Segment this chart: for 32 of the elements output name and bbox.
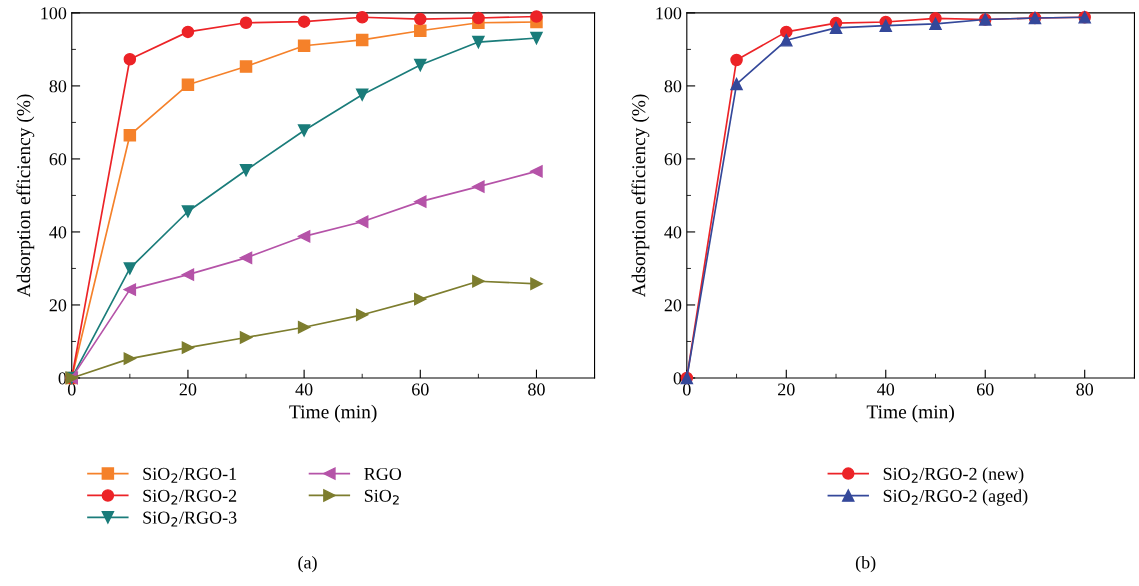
legend-label: SiO$_{2}$ xyxy=(364,489,399,505)
y-tick-label: 80 xyxy=(49,80,67,93)
y-tick-label: 80 xyxy=(664,80,682,93)
y-tick-label: 0 xyxy=(673,372,682,385)
legend-label: SiO$_{2}$/RGO-2 xyxy=(143,489,237,505)
y-tick-label: 100 xyxy=(656,7,682,20)
x-tick-label: 80 xyxy=(528,383,545,396)
legend-label: RGO xyxy=(364,467,402,481)
x-axis-title: Time (min) xyxy=(866,404,954,423)
y-tick-label: 100 xyxy=(41,7,67,20)
x-tick-label: 80 xyxy=(1076,383,1094,396)
y-tick-label: 60 xyxy=(49,153,67,166)
x-tick-label: 60 xyxy=(976,383,994,396)
text: (a) xyxy=(298,555,317,573)
x-axis-title: Time (min) xyxy=(289,404,377,423)
text: (b) xyxy=(855,555,876,573)
y-tick-label: 20 xyxy=(664,299,682,312)
y-tick-label: 20 xyxy=(49,299,67,312)
y-tick-label: 40 xyxy=(49,226,67,239)
x-tick-label: 20 xyxy=(179,383,197,396)
y-axis-title: Adsorption efficiency (%) xyxy=(16,94,35,298)
y-axis-title: Adsorption efficiency (%) xyxy=(631,94,650,298)
legend-label: SiO$_{2}$/RGO-3 xyxy=(143,511,237,527)
x-tick-label: 40 xyxy=(877,383,895,396)
y-tick-label: 40 xyxy=(664,226,682,239)
y-tick-label: 60 xyxy=(664,153,682,166)
x-tick-label: 20 xyxy=(778,383,795,396)
legend-label: SiO$_{2}$/RGO-2 (new) xyxy=(883,467,1024,484)
x-tick-label: 60 xyxy=(412,383,429,396)
legend-label: SiO$_{2}$/RGO-2 (aged) xyxy=(883,489,1028,506)
x-tick-label: 40 xyxy=(295,383,313,396)
legend-label: SiO$_{2}$/RGO-1 xyxy=(143,467,237,483)
